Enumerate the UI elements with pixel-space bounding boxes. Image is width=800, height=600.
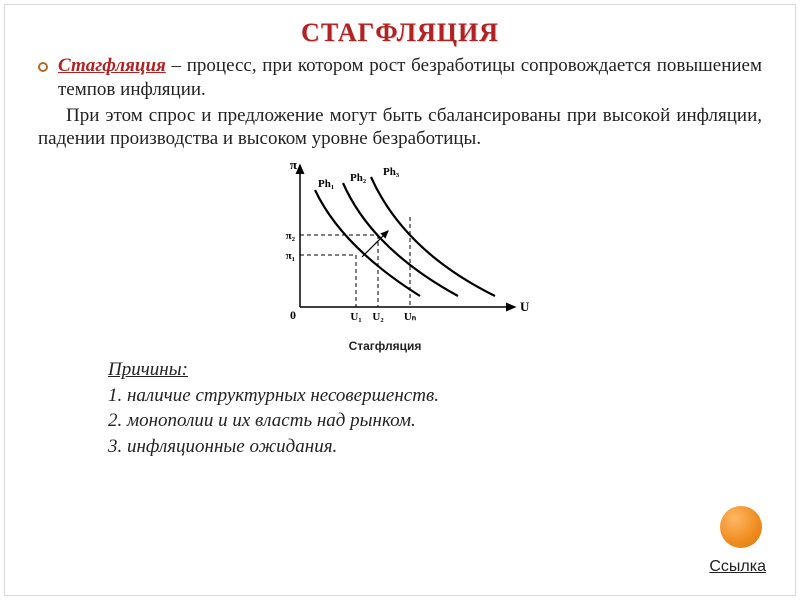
svg-text:0: 0 bbox=[290, 308, 296, 322]
cause-item: 1. наличие структурных несовершенств. bbox=[108, 383, 762, 409]
svg-text:U: U bbox=[520, 299, 530, 314]
causes-block: Причины: 1. наличие структурных несоверш… bbox=[108, 357, 762, 460]
definition-text: Стагфляция – процесс, при котором рост б… bbox=[58, 54, 762, 102]
svg-text:U₁: U₁ bbox=[350, 311, 361, 323]
svg-text:Ph₃: Ph₃ bbox=[383, 166, 400, 178]
slide-title: СТАГФЛЯЦИЯ bbox=[38, 18, 762, 48]
svg-text:π₂: π₂ bbox=[286, 230, 296, 242]
cause-item: 3. инфляционные ожидания. bbox=[108, 434, 762, 460]
definition-term: Стагфляция bbox=[58, 55, 166, 76]
causes-label: Причины: bbox=[108, 357, 762, 383]
svg-text:π: π bbox=[290, 157, 297, 172]
cause-item: 2. монополии и их власть над рынком. bbox=[108, 408, 762, 434]
chart-container: πU0π₂π₁U₁U₂UₙPh₁Ph₂Ph₃ Стагфляция bbox=[38, 157, 762, 353]
svg-text:π₁: π₁ bbox=[286, 250, 295, 262]
svg-text:Ph₁: Ph₁ bbox=[318, 178, 334, 190]
definition-row: Стагфляция – процесс, при котором рост б… bbox=[38, 54, 762, 102]
svg-text:U₂: U₂ bbox=[372, 311, 384, 323]
svg-text:Ph₂: Ph₂ bbox=[350, 172, 367, 184]
slide: СТАГФЛЯЦИЯ Стагфляция – процесс, при кот… bbox=[0, 0, 800, 600]
reference-link[interactable]: Ссылка bbox=[709, 558, 766, 576]
bullet-icon bbox=[38, 62, 48, 72]
chart-caption: Стагфляция bbox=[8, 339, 762, 353]
stagflation-chart: π U 0 π₂ π₁ U₁ U₂ Uₙ Ph₁ Ph₂ Ph₃ bbox=[270, 157, 530, 332]
paragraph-2: При этом спрос и предложение могут быть … bbox=[38, 104, 762, 152]
svg-text:Uₙ: Uₙ bbox=[404, 311, 417, 323]
decorative-circle-icon bbox=[720, 506, 762, 548]
